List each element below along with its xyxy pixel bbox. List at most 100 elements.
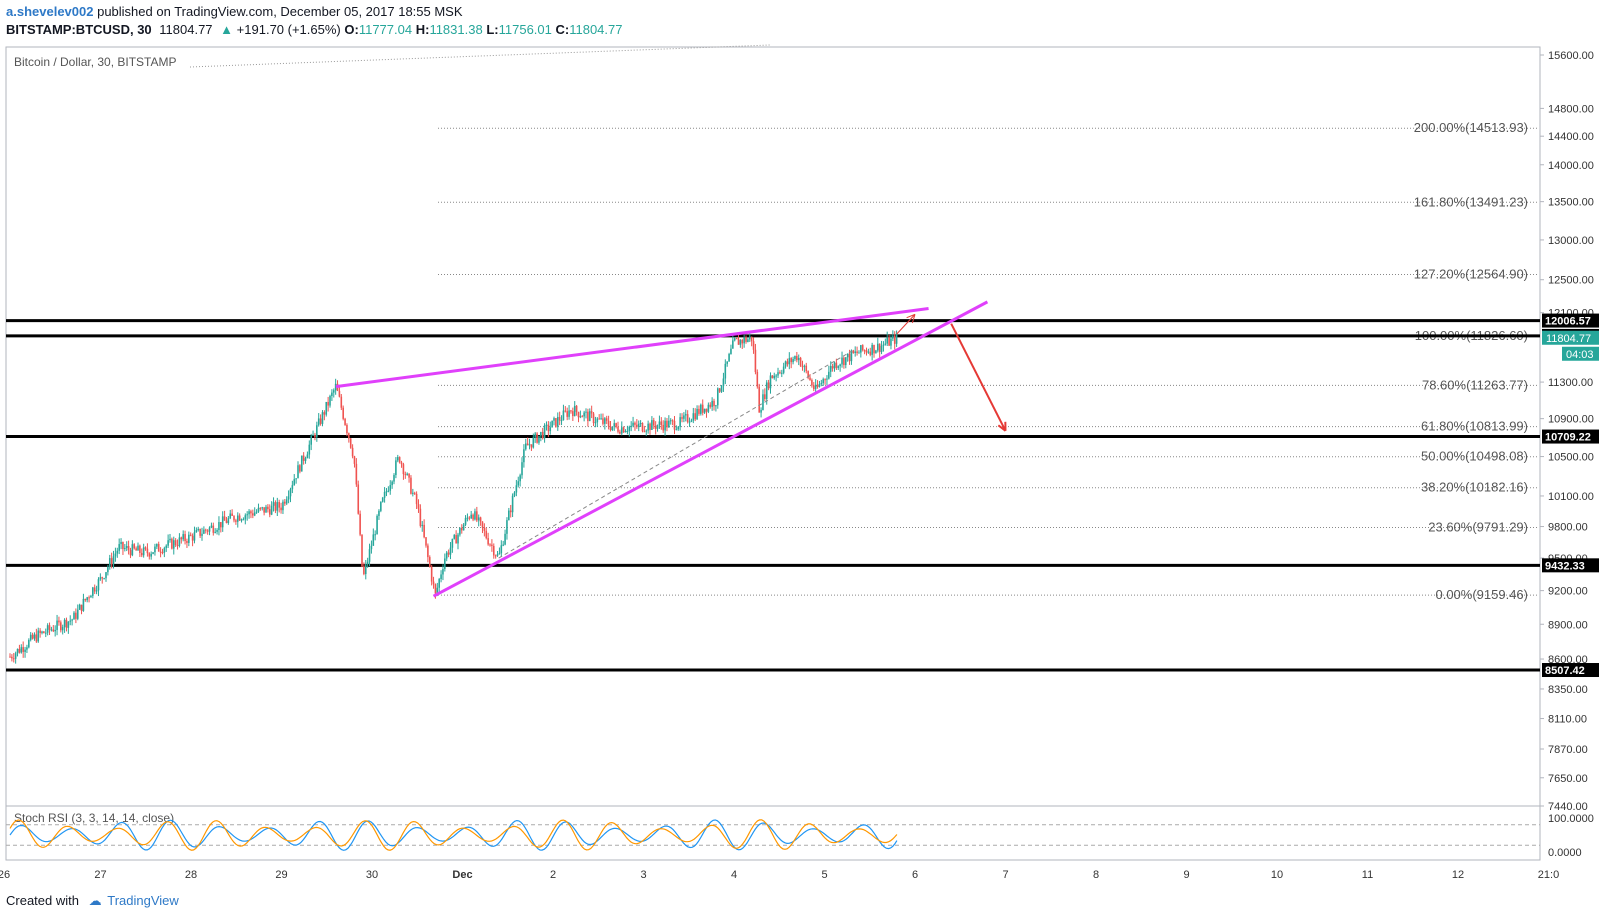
candle-body	[707, 404, 710, 412]
candle-body	[846, 353, 849, 358]
candle-body	[519, 475, 521, 482]
candle-body	[758, 386, 760, 413]
target-down-arrow	[950, 323, 1007, 432]
candle-body	[161, 552, 164, 554]
open-label: O:	[344, 22, 359, 37]
candle-body	[195, 530, 198, 533]
candle-body	[756, 372, 759, 387]
candle-body	[812, 385, 815, 390]
candle-body	[508, 510, 510, 521]
dashed-trendline	[498, 350, 852, 559]
low-value: 11756.01	[498, 22, 552, 37]
y-tick-label: 13000.00	[1548, 235, 1594, 247]
key-level-label: 9432.33	[1545, 560, 1585, 572]
candle-body	[632, 422, 634, 426]
candle-body	[193, 532, 196, 541]
candle-body	[108, 558, 111, 568]
candle-body	[312, 434, 314, 436]
candle-body	[438, 579, 440, 588]
candle-body	[820, 383, 823, 385]
candle-body	[451, 538, 454, 548]
candle-body	[598, 418, 600, 420]
y-tick-label: 12500.00	[1548, 275, 1594, 287]
candle-body	[882, 344, 885, 346]
candle-body	[146, 548, 149, 554]
candle-body	[641, 422, 644, 432]
candle-body	[750, 336, 753, 342]
candle-body	[487, 538, 489, 545]
candle-body	[71, 619, 73, 621]
osc-title: Stoch RSI (3, 3, 14, 14, close)	[14, 811, 174, 825]
candle-body	[602, 418, 604, 424]
candle-body	[387, 490, 390, 492]
candle-body	[353, 456, 356, 464]
candle-body	[587, 411, 589, 422]
candle-body	[592, 413, 595, 423]
tradingview-brand[interactable]: TradingView	[107, 893, 179, 908]
x-tick-label: 2	[550, 869, 556, 881]
stoch-d-line	[9, 819, 898, 851]
candle-body	[534, 433, 536, 438]
candle-body	[167, 540, 169, 546]
candle-body	[259, 507, 262, 509]
candle-body	[182, 534, 184, 540]
tradingview-logo-icon[interactable]: ☁	[88, 893, 102, 908]
candle-body	[272, 502, 275, 506]
candle-body	[35, 634, 38, 642]
candle-body	[374, 534, 376, 536]
candle-body	[803, 365, 806, 367]
candle-body	[366, 561, 369, 565]
candle-body	[295, 478, 297, 480]
candle-body	[267, 506, 269, 510]
candle-body	[504, 533, 506, 545]
candle-body	[636, 424, 638, 427]
candle-body	[686, 414, 689, 422]
candle-body	[323, 412, 326, 415]
y-tick-label: 9800.00	[1548, 522, 1588, 534]
author-link[interactable]: a.shevelev002	[6, 4, 94, 19]
candle-body	[703, 408, 706, 413]
x-tick-label: 6	[912, 869, 918, 881]
candle-body	[833, 362, 836, 369]
candle-body	[634, 422, 636, 425]
candle-body	[805, 365, 808, 372]
candle-body	[412, 492, 414, 494]
candle-body	[568, 410, 570, 417]
y-tick-label: 8350.00	[1548, 684, 1588, 696]
candle-body	[876, 343, 879, 351]
candle-body	[822, 379, 824, 384]
countdown-tag	[1562, 346, 1599, 361]
candle-body	[620, 427, 623, 434]
candle-body	[406, 473, 408, 475]
candle-body	[811, 380, 813, 386]
candle-body	[741, 339, 744, 344]
fib-level-label: 23.60%(9791.29)	[1428, 519, 1528, 534]
candle-body	[491, 544, 493, 546]
candle-body	[436, 587, 439, 594]
candle-body	[754, 349, 757, 373]
candle-body	[112, 556, 115, 565]
candle-body	[476, 511, 478, 521]
candle-body	[127, 545, 130, 551]
candle-body	[769, 375, 772, 389]
candle-body	[417, 504, 420, 509]
candle-body	[681, 417, 683, 419]
candle-body	[570, 410, 572, 412]
candle-body	[449, 547, 452, 555]
title-trendline	[189, 44, 771, 68]
candle-body	[784, 361, 787, 367]
candle-body	[218, 522, 220, 530]
candle-body	[428, 557, 431, 567]
candle-body	[395, 460, 397, 476]
candle-body	[361, 534, 363, 567]
candle-body	[856, 351, 858, 354]
candle-body	[782, 366, 785, 373]
x-tick-label: 11	[1362, 869, 1373, 881]
candle-body	[434, 584, 437, 594]
fib-level-label: 127.20%(12564.90)	[1414, 266, 1528, 281]
candle-body	[737, 338, 740, 345]
candle-body	[152, 552, 154, 554]
x-tick-label: Dec	[452, 869, 472, 881]
candle-body	[282, 501, 284, 511]
